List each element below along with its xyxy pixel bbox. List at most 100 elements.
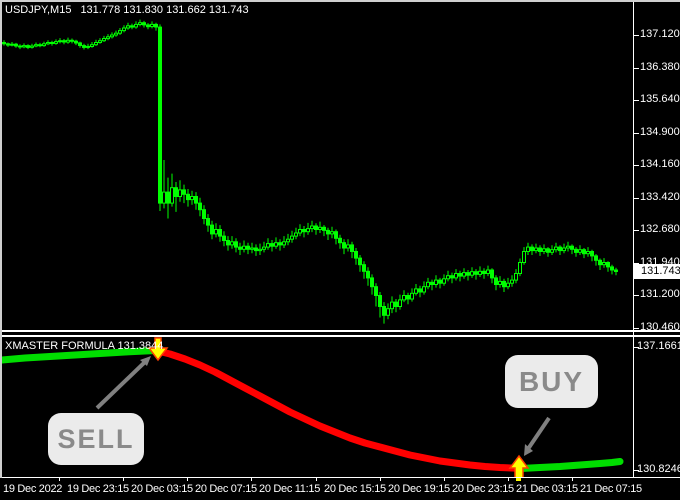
candle	[358, 255, 362, 272]
time-axis-tick	[508, 478, 509, 481]
candle	[362, 261, 366, 279]
candle	[86, 43, 90, 50]
candle	[490, 268, 494, 284]
indicator-bottom-border	[0, 477, 680, 478]
price-axis-label: 137.120	[640, 28, 680, 40]
indicator-line-up-left	[0, 347, 160, 364]
candle	[542, 244, 546, 255]
candle	[214, 223, 218, 238]
candle	[290, 230, 294, 243]
candle	[586, 247, 590, 257]
time-axis-label: 20 Dec 23:15	[452, 483, 514, 495]
window-separator-top[interactable]	[0, 330, 680, 332]
candle	[54, 39, 58, 45]
candle	[166, 177, 170, 219]
sell-label-text: SELL	[57, 423, 135, 454]
candle	[342, 239, 346, 255]
window-border-top	[0, 0, 680, 2]
candle	[502, 278, 506, 292]
candle	[518, 258, 522, 277]
candle	[230, 236, 234, 249]
price-axis-label: 135.640	[640, 93, 680, 105]
candle	[6, 42, 10, 47]
candle	[282, 236, 286, 248]
ohlc-values: 131.778 131.830 131.662 131.743	[80, 4, 249, 16]
price-axis-tick	[634, 295, 639, 296]
candle	[286, 233, 290, 246]
buy-label-text: BUY	[518, 365, 585, 397]
candle	[10, 42, 14, 47]
candle	[566, 241, 570, 252]
time-axis-tick	[251, 478, 252, 481]
indicator-axis-max: 137.1661	[637, 340, 680, 352]
candle	[130, 23, 134, 30]
buy-label[interactable]: BUY	[505, 355, 598, 408]
sell-callout-arrow-line	[95, 359, 148, 410]
window-separator-bottom[interactable]	[0, 335, 680, 337]
candle	[338, 234, 342, 249]
candle	[246, 242, 250, 255]
candle	[526, 242, 530, 255]
price-axis-tick	[634, 230, 639, 231]
candle	[590, 249, 594, 262]
time-axis[interactable]: 19 Dec 2022 19 Dec 23:15 20 Dec 03:15 20 De…	[0, 478, 680, 500]
candle	[354, 248, 358, 265]
candle	[554, 242, 558, 253]
indicator-axis[interactable]: 137.1661 130.8246	[634, 337, 680, 477]
time-axis-tick	[380, 478, 381, 481]
buy-arrow-up-icon	[508, 454, 530, 477]
candle	[422, 281, 426, 295]
candle	[186, 189, 190, 207]
indicator-axis-tick	[634, 347, 639, 348]
candle	[610, 264, 614, 275]
candle	[506, 277, 510, 290]
candle	[150, 21, 154, 29]
candle	[14, 42, 18, 48]
window-border-left	[0, 0, 2, 478]
indicator-panel[interactable]: XMASTER FORMULA 131.3844 SELL BUY	[0, 337, 633, 477]
candle	[582, 248, 586, 259]
candle	[210, 220, 214, 240]
candle	[278, 239, 282, 251]
price-axis-label: 134.160	[640, 158, 680, 170]
candle	[2, 40, 6, 46]
candle	[514, 269, 518, 284]
candle	[238, 242, 242, 255]
candle	[350, 241, 354, 259]
candle	[262, 241, 266, 253]
price-axis-tick	[634, 263, 639, 264]
sell-label[interactable]: SELL	[48, 413, 144, 465]
candle	[418, 285, 422, 298]
time-axis-tick	[444, 478, 445, 481]
indicator-line-down	[152, 347, 525, 472]
candle	[450, 272, 454, 284]
candle	[202, 205, 206, 225]
candle	[250, 242, 254, 254]
candle	[570, 244, 574, 255]
candle	[334, 229, 338, 245]
candle	[298, 224, 302, 237]
time-axis-label: 19 Dec 23:15	[67, 483, 129, 495]
current-price-tag: 131.743	[634, 264, 680, 279]
candle	[34, 42, 38, 48]
candle	[254, 244, 258, 256]
candle	[318, 221, 322, 233]
candle	[322, 225, 326, 237]
time-axis-label: 21 Dec 07:15	[580, 483, 642, 495]
candle	[458, 270, 462, 282]
candle	[470, 267, 474, 278]
price-axis[interactable]: 131.743 137.120 136.380 135.640 134.900 134.…	[634, 0, 680, 333]
candle	[454, 269, 458, 281]
candle	[190, 190, 194, 205]
buy-marker-axis-tick	[516, 478, 521, 481]
candle	[218, 225, 222, 242]
candle	[270, 240, 274, 252]
price-chart[interactable]	[0, 0, 633, 332]
price-axis-tick	[634, 68, 639, 69]
time-axis-label: 20 Dec 11:15	[259, 483, 321, 495]
price-axis-tick	[634, 328, 639, 329]
time-axis-tick	[316, 478, 317, 481]
candle	[390, 296, 394, 314]
candle	[22, 43, 26, 49]
